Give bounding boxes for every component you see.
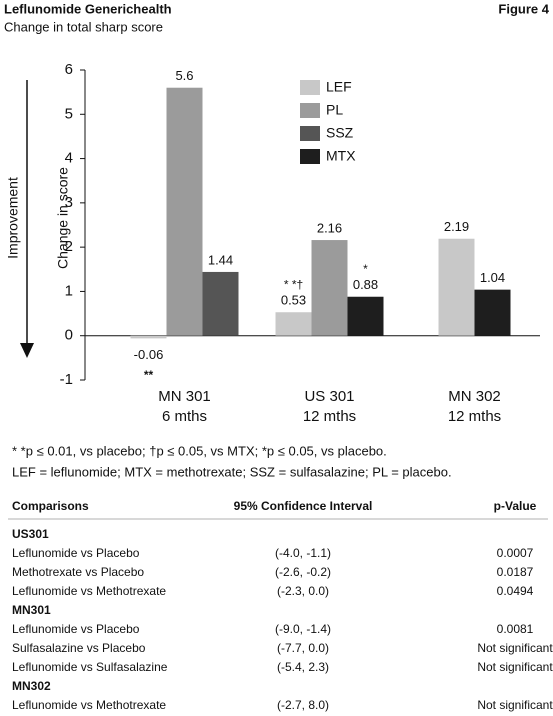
- table-cell: 0.0007: [497, 546, 534, 560]
- table-cell: (-2.7, 8.0): [277, 698, 329, 712]
- legend-label: MTX: [326, 148, 356, 164]
- table-cell: 0.0494: [497, 584, 534, 598]
- legend-swatch: [300, 126, 320, 141]
- y-tick-label: 1: [65, 282, 73, 299]
- table-cell: Leflunomide vs Placebo: [12, 622, 140, 636]
- legend-swatch: [300, 103, 320, 118]
- table-group: MN301: [12, 603, 51, 617]
- table-cell: Leflunomide vs Methotrexate: [12, 584, 166, 598]
- significance-note: **: [144, 368, 154, 382]
- bar: [438, 238, 475, 336]
- table-cell: (-2.3, 0.0): [277, 584, 329, 598]
- table-cell: Leflunomide vs Methotrexate: [12, 698, 166, 712]
- y-tick-label: 3: [65, 194, 73, 211]
- table-cell: (-7.7, 0.0): [277, 641, 329, 655]
- legend-label: LEF: [326, 79, 352, 95]
- significance-note: *: [363, 262, 368, 276]
- table-cell: Not significant: [477, 660, 553, 674]
- table-cell: 0.0187: [497, 565, 534, 579]
- table-cell: 0.0081: [497, 622, 534, 636]
- table-cell: (-9.0, -1.4): [275, 622, 331, 636]
- x-tick-label: MN 301: [158, 388, 211, 405]
- bar: [347, 296, 384, 336]
- value-label: 5.6: [175, 68, 193, 83]
- bar: [311, 240, 348, 336]
- table-cell: (-5.4, 2.3): [277, 660, 329, 674]
- table-cell: Sulfasalazine vs Placebo: [12, 641, 146, 655]
- table-cell: Methotrexate vs Placebo: [12, 565, 144, 579]
- legend-label: SSZ: [326, 125, 354, 141]
- footnote: * *p ≤ 0.01, vs placebo; †p ≤ 0.05, vs M…: [12, 443, 387, 458]
- bar: [202, 271, 239, 336]
- x-tick-label: US 301: [304, 388, 354, 405]
- value-label: 2.19: [444, 219, 469, 234]
- title: Leflunomide Generichealth: [4, 1, 172, 16]
- table-group: MN302: [12, 679, 51, 693]
- subtitle: Change in total sharp score: [4, 19, 163, 34]
- table-group: US301: [12, 527, 49, 541]
- figure-label: Figure 4: [498, 1, 549, 16]
- table-header: 95% Confidence Interval: [234, 499, 373, 513]
- y-tick-label: -1: [60, 371, 73, 388]
- y-tick-label: 2: [65, 238, 73, 255]
- arrow-head: [20, 343, 34, 358]
- x-tick-label: 12 mths: [303, 408, 356, 425]
- bar: [474, 289, 511, 336]
- table-cell: (-4.0, -1.1): [275, 546, 331, 560]
- bar: [166, 87, 203, 336]
- x-tick-label: 6 mths: [162, 408, 207, 425]
- table-cell: (-2.6, -0.2): [275, 565, 331, 579]
- y-tick-label: 4: [65, 150, 73, 167]
- legend-swatch: [300, 80, 320, 95]
- y-axis-label: Change in score: [55, 167, 71, 269]
- table-header: p-Value: [494, 499, 537, 513]
- x-tick-label: MN 302: [448, 388, 501, 405]
- value-label: 2.16: [317, 220, 342, 235]
- table-cell: Leflunomide vs Sulfasalazine: [12, 660, 168, 674]
- table-cell: Leflunomide vs Placebo: [12, 546, 140, 560]
- value-label: 1.44: [208, 252, 233, 267]
- legend-label: PL: [326, 102, 343, 118]
- footnote: LEF = leflunomide; MTX = methotrexate; S…: [12, 464, 452, 479]
- value-label: 1.04: [480, 270, 505, 285]
- value-label: 0.53: [281, 293, 306, 308]
- table-cell: Not significant: [477, 698, 553, 712]
- legend-swatch: [300, 149, 320, 164]
- table-cell: Not significant: [477, 641, 553, 655]
- table-header: Comparisons: [12, 499, 89, 513]
- y-tick-label: 5: [65, 105, 73, 122]
- bar: [275, 312, 312, 336]
- value-label: -0.06: [134, 347, 164, 362]
- x-tick-label: 12 mths: [448, 408, 501, 425]
- y-tick-label: 0: [65, 327, 73, 344]
- value-label: 0.88: [353, 277, 378, 292]
- arrow-label: Improvement: [5, 177, 21, 259]
- y-tick-label: 6: [65, 61, 73, 78]
- bar: [130, 335, 167, 339]
- significance-note: * *†: [284, 277, 303, 291]
